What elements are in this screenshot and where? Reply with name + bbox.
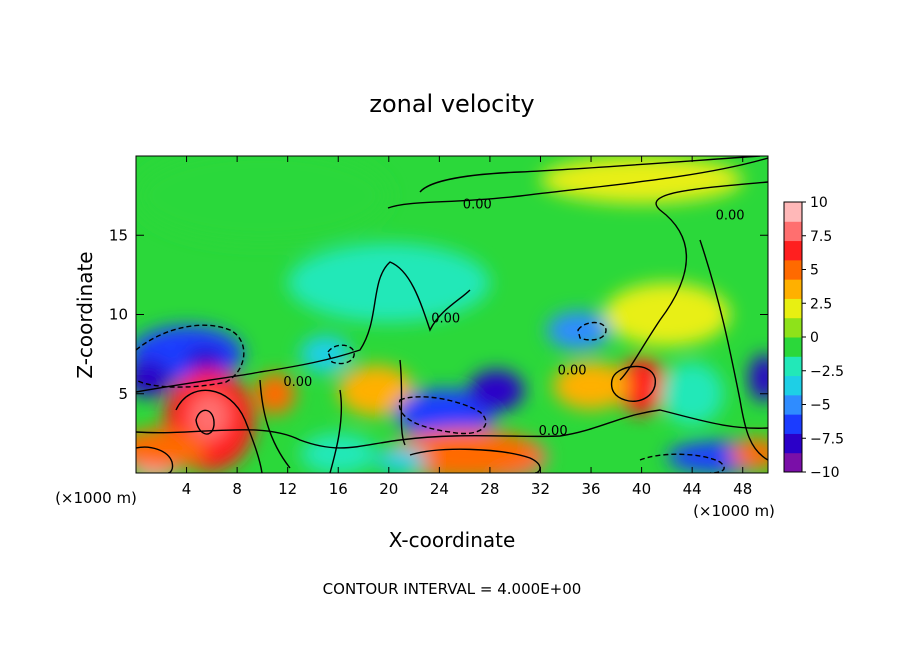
x-tick-label-0: 4 bbox=[182, 480, 192, 498]
colorbar-tick-label-8: −10 bbox=[810, 465, 840, 481]
colorbar-band-11 bbox=[784, 240, 802, 261]
y-tick-label-2: 15 bbox=[109, 226, 128, 244]
contour-pos-loop-2 bbox=[195, 409, 215, 435]
contour-labels: 0.00 0.00 0.00 0.00 0.00 0.00 bbox=[283, 197, 744, 439]
velocity-cell-1 bbox=[136, 358, 172, 397]
x-tick-label-7: 32 bbox=[531, 480, 550, 498]
x-tick-label-9: 40 bbox=[632, 480, 651, 498]
velocity-cell-7 bbox=[254, 373, 296, 415]
velocity-cell-19 bbox=[660, 362, 724, 426]
velocity-cell-11 bbox=[468, 369, 525, 412]
contour-pos-loop-4 bbox=[136, 446, 174, 473]
contour-neg-loop-3 bbox=[327, 344, 355, 365]
contour-label-1: 0.00 bbox=[716, 208, 745, 223]
colorbar-tick-label-2: 5 bbox=[810, 263, 819, 279]
colorbar-band-1 bbox=[784, 433, 802, 454]
contour-zero-upper bbox=[387, 157, 768, 209]
x-tick-label-2: 12 bbox=[278, 480, 297, 498]
x-tick-label-6: 28 bbox=[480, 480, 499, 498]
velocity-cell-2 bbox=[185, 347, 226, 370]
colorbar-band-8 bbox=[784, 298, 802, 319]
contour-zero-mid bbox=[136, 261, 471, 393]
velocity-cell-22 bbox=[136, 156, 389, 244]
contour-pos-loop-1 bbox=[175, 389, 263, 473]
x-tick-label-10: 44 bbox=[683, 480, 702, 498]
y-axis-ticks: 5 10 15 bbox=[109, 226, 768, 403]
x-tick-label-11: 48 bbox=[733, 480, 752, 498]
chart-title: zonal velocity bbox=[369, 90, 534, 118]
colorbar-band-2 bbox=[784, 414, 802, 434]
x-tick-label-4: 20 bbox=[379, 480, 398, 498]
velocity-cell-23 bbox=[540, 156, 743, 204]
contour-label-2: 0.00 bbox=[431, 311, 460, 326]
contour-lines bbox=[136, 156, 768, 473]
contour-pos-loop-3 bbox=[610, 365, 656, 402]
colorbar-band-3 bbox=[784, 394, 802, 415]
velocity-cell-15 bbox=[616, 357, 667, 415]
colorbar-band-13 bbox=[784, 202, 802, 222]
velocity-cell-6 bbox=[136, 428, 206, 470]
contour-label-5: 0.00 bbox=[539, 424, 568, 439]
contour-neg-loop-5 bbox=[639, 453, 725, 473]
colorbar: 10 7.5 5 2.5 0 −2.5 −5 −7.5 −10 bbox=[783, 195, 844, 481]
velocity-cell-21 bbox=[603, 282, 731, 347]
contour-label-3: 0.00 bbox=[283, 375, 312, 390]
x-tick-label-8: 36 bbox=[581, 480, 600, 498]
colorbar-band-7 bbox=[784, 317, 802, 338]
colorbar-band-9 bbox=[784, 279, 802, 299]
x-unit-left-label: (×1000 m) bbox=[55, 489, 137, 507]
velocity-cell-20 bbox=[287, 243, 490, 323]
x-unit-right-label: (×1000 m) bbox=[693, 502, 775, 520]
contour-interval-note: CONTOUR INTERVAL = 4.000E+00 bbox=[323, 580, 582, 598]
contour-zero-lower bbox=[136, 409, 768, 449]
colorbar-tick-label-1: 7.5 bbox=[810, 229, 832, 245]
x-tick-label-5: 24 bbox=[430, 480, 449, 498]
contour-pos-loop-5 bbox=[409, 448, 541, 473]
y-tick-label-1: 10 bbox=[109, 306, 128, 324]
contour-zero-right bbox=[619, 181, 768, 381]
velocity-cell-8 bbox=[300, 335, 351, 374]
velocity-cell-16 bbox=[553, 362, 629, 410]
velocity-cell-9 bbox=[338, 365, 415, 416]
colorbar-band-6 bbox=[784, 337, 802, 357]
velocity-cell-26 bbox=[376, 447, 427, 473]
y-axis-label: Z-coordinate bbox=[73, 251, 97, 378]
contour-neg-loop-4 bbox=[577, 321, 607, 341]
velocity-cell-25 bbox=[300, 433, 377, 473]
colorbar-tick-label-4: 0 bbox=[810, 330, 819, 346]
colorbar-tick-label-5: −2.5 bbox=[810, 364, 844, 380]
x-axis-label: X-coordinate bbox=[389, 528, 516, 552]
colorbar-band-5 bbox=[784, 356, 802, 377]
colorbar-tick-label-6: −5 bbox=[810, 398, 831, 414]
velocity-field: 0.00 0.00 0.00 0.00 0.00 0.00 bbox=[136, 156, 768, 473]
colorbar-band-10 bbox=[784, 259, 802, 280]
velocity-cell-18 bbox=[749, 354, 768, 402]
x-tick-label-1: 8 bbox=[232, 480, 242, 498]
contour-zero-upper-2 bbox=[419, 156, 761, 193]
colorbar-ticks: 10 7.5 5 2.5 0 −2.5 −5 −7.5 −10 bbox=[802, 195, 844, 481]
colorbar-band-12 bbox=[784, 221, 802, 242]
colorbar-tick-label-0: 10 bbox=[810, 195, 828, 211]
contour-neg-loop-1 bbox=[136, 324, 245, 388]
velocity-cell-4 bbox=[189, 392, 230, 440]
colorbar-band-0 bbox=[784, 452, 802, 473]
x-tick-label-3: 16 bbox=[329, 480, 348, 498]
contour-zero-hills bbox=[259, 359, 406, 473]
velocity-cell-24 bbox=[730, 438, 768, 470]
y-tick-label-0: 5 bbox=[118, 385, 128, 403]
contour-label-0: 0.00 bbox=[463, 197, 492, 212]
x-axis-ticks: 4 8 12 16 20 24 28 32 36 40 44 48 bbox=[182, 156, 752, 498]
velocity-cell-13 bbox=[388, 428, 541, 473]
colorbar-tick-label-7: −7.5 bbox=[810, 431, 844, 447]
colorbar-band-4 bbox=[784, 375, 802, 396]
contour-label-4: 0.00 bbox=[558, 364, 587, 379]
colorbar-tick-label-3: 2.5 bbox=[810, 296, 832, 312]
velocity-cell-10 bbox=[395, 388, 497, 437]
contour-zero-right-loop bbox=[699, 239, 768, 461]
